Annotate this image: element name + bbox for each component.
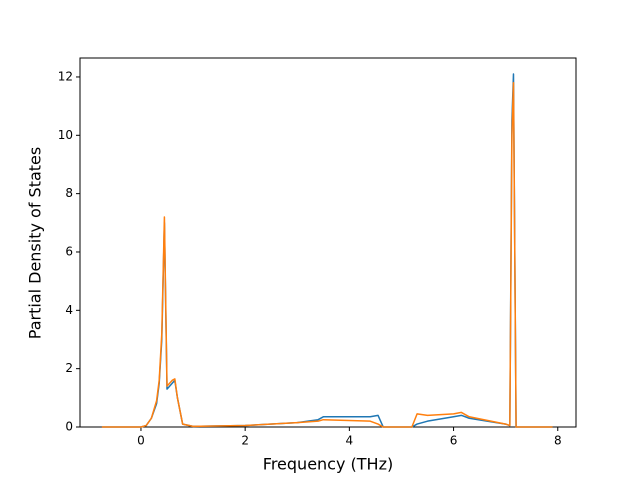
x-tick-label: 4: [346, 434, 354, 448]
plot-frame: [79, 57, 577, 428]
x-axis-label: Frequency (THz): [263, 455, 393, 474]
series-line: [101, 82, 553, 428]
y-tick-label: 2: [65, 361, 73, 375]
y-tick-label: 4: [65, 303, 73, 317]
y-tick-label: 0: [65, 420, 73, 434]
x-tick-label: 2: [241, 434, 249, 448]
y-tick-label: 12: [58, 69, 73, 83]
y-tick-label: 10: [58, 128, 73, 142]
y-tick-label: 6: [65, 244, 73, 258]
series-line: [101, 73, 553, 428]
x-tick-label: 0: [137, 434, 145, 448]
x-tick-label: 8: [554, 434, 562, 448]
x-tick-label: 6: [450, 434, 458, 448]
y-tick-label: 8: [65, 186, 73, 200]
y-axis-label: Partial Density of States: [26, 147, 45, 339]
